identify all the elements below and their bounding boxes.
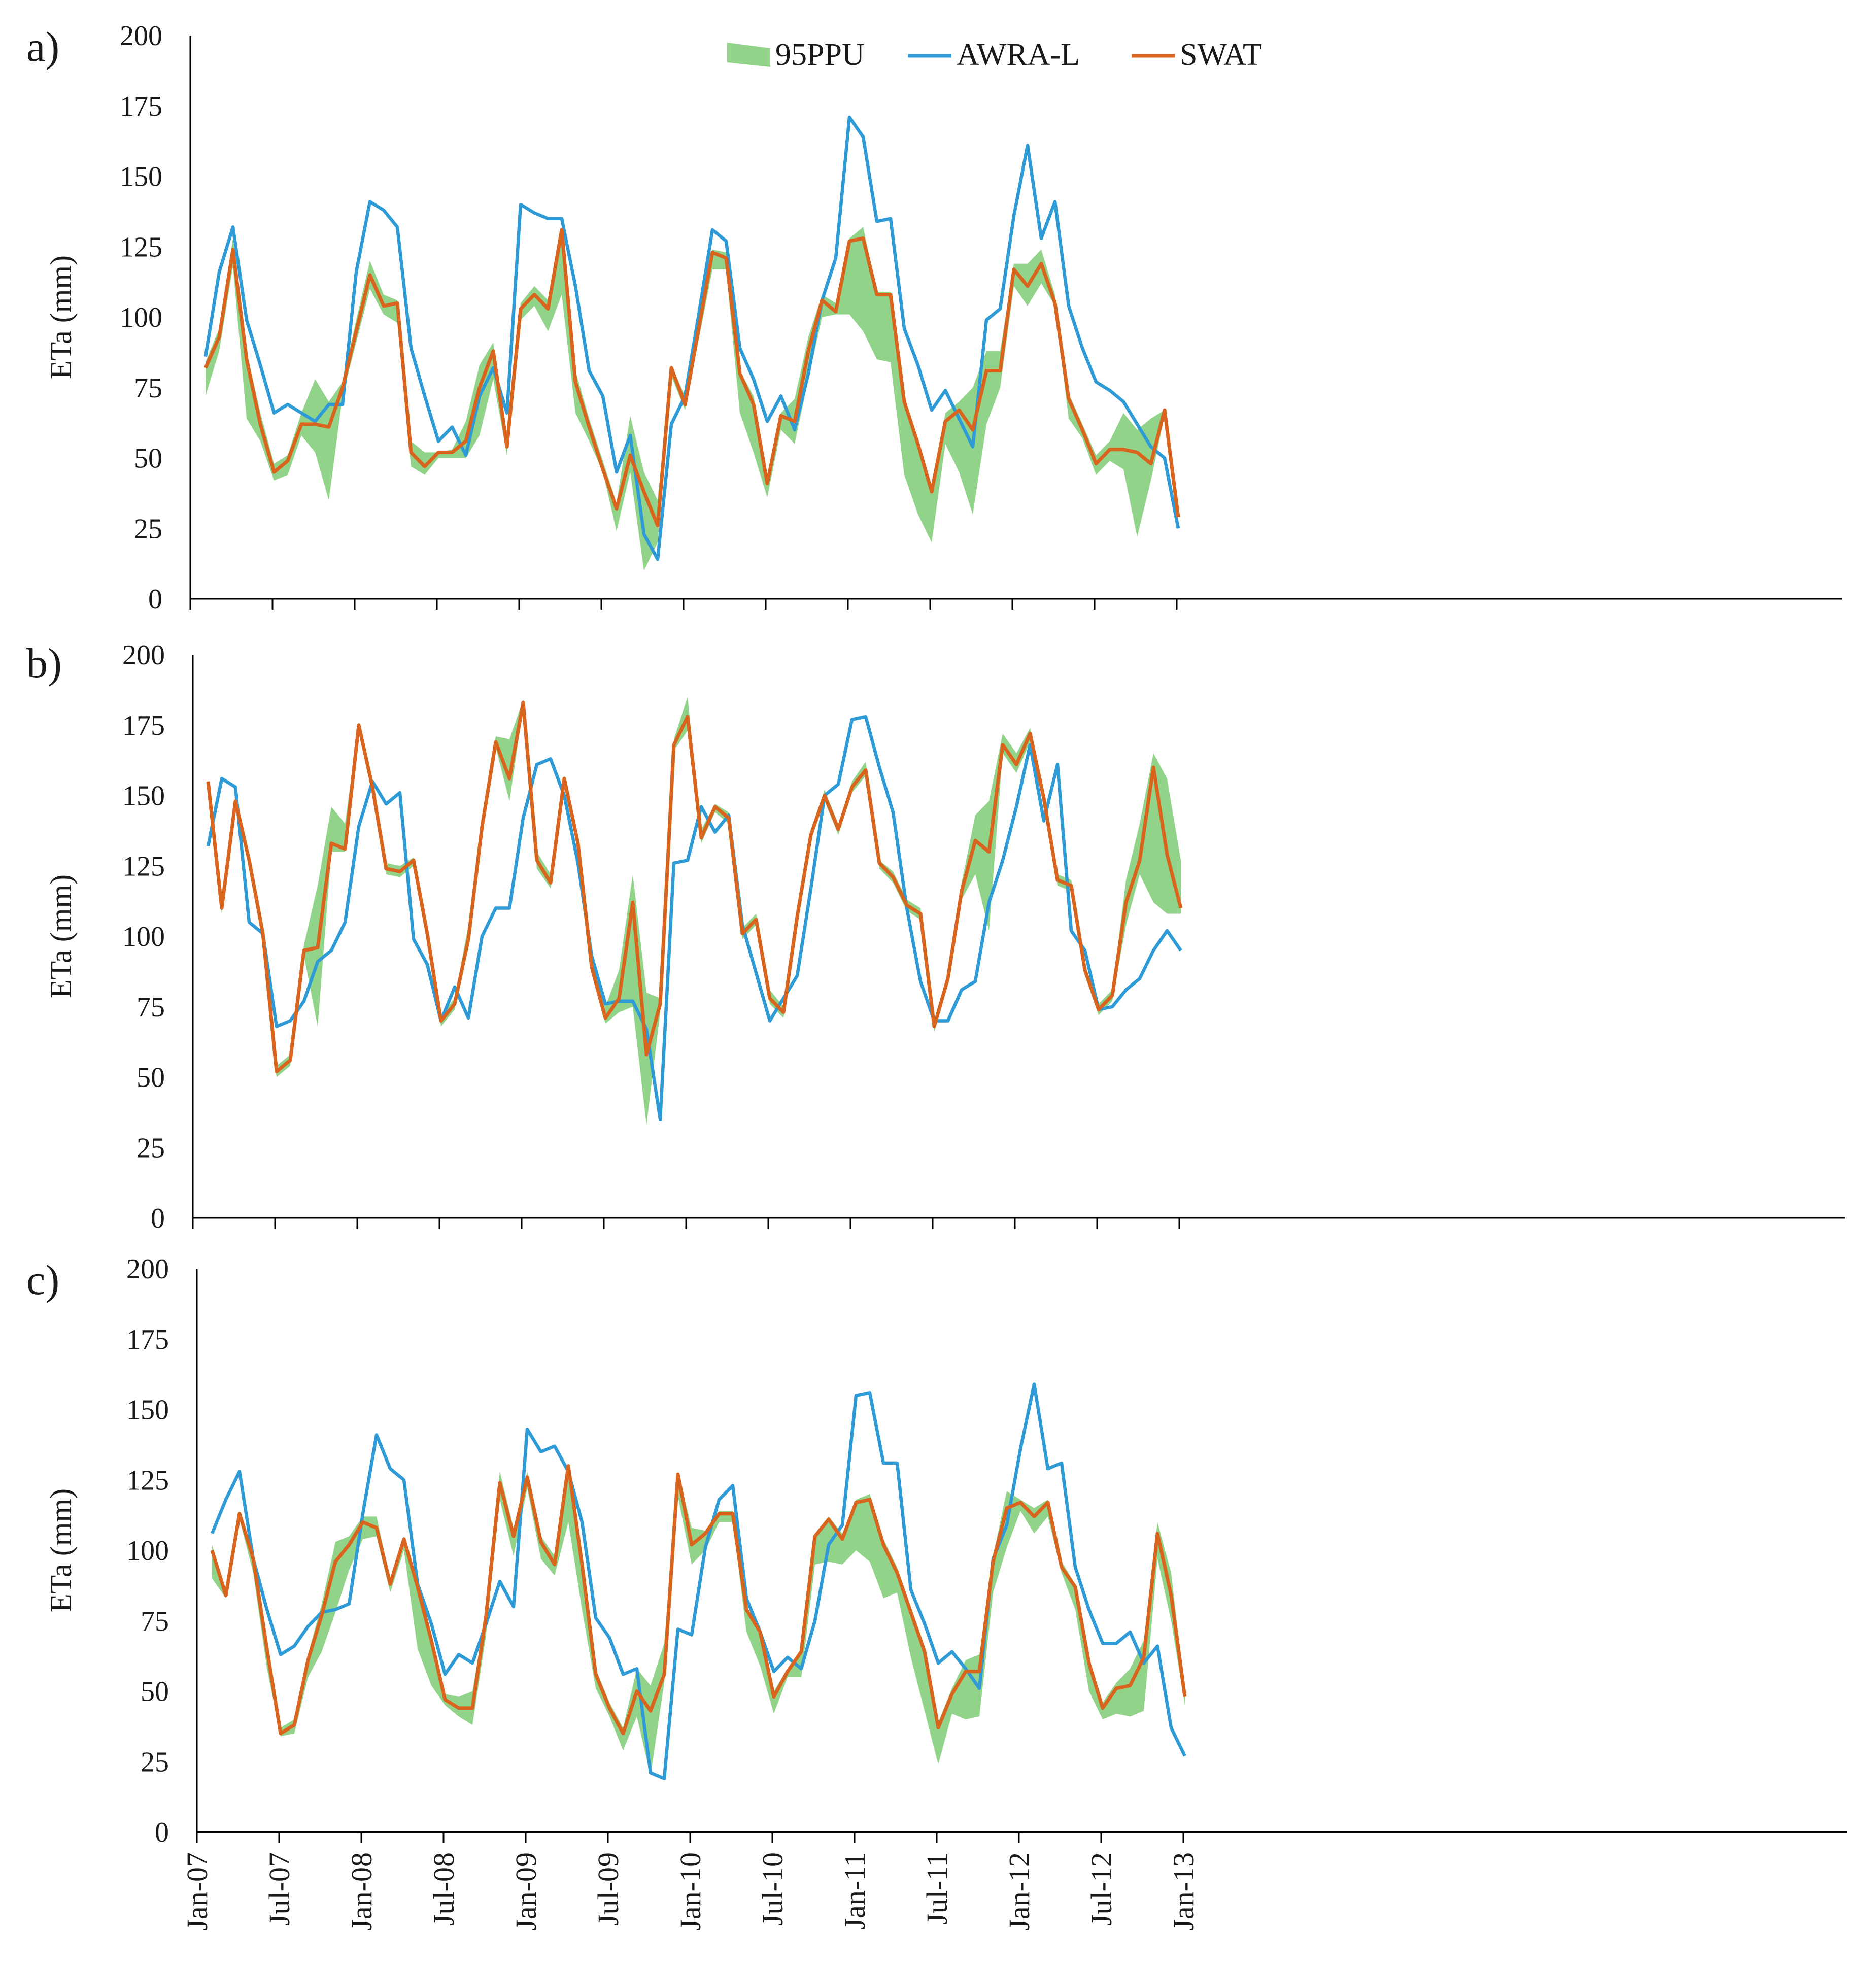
y-tick-label: 25 [134,513,162,545]
y-tick-label: 25 [137,1132,165,1164]
x-tick-label: Jan-09 [509,1852,542,1931]
legend-item-awra: AWRA-L [908,38,1080,72]
y-tick-label: 125 [126,1465,169,1496]
y-axis-label: ETa (mm) [44,1488,78,1612]
panel-label: b) [26,640,62,687]
x-tick-label: Jul-10 [756,1852,789,1926]
y-tick-label: 25 [141,1746,169,1778]
x-tick-label: Jan-10 [674,1852,707,1931]
legend-swatch-95ppu [727,43,770,67]
panel-a: 0 25 50 75 100 125 150 175 200 ETa (mm) a) [26,20,1842,615]
panel-label: c) [26,1257,59,1304]
y-tick-label: 125 [122,851,165,882]
x-tick-label: Jul-09 [592,1852,625,1926]
y-tick-label: 50 [141,1676,169,1708]
y-tick-label: 100 [120,302,162,333]
y-tick-label: 175 [120,91,162,122]
x-tick-label: Jul-12 [1085,1852,1118,1926]
y-tick-label: 150 [120,161,162,193]
y-tick-label: 150 [126,1395,169,1426]
panel-c: 0 25 50 75 100 125 150 175 200 ETa (mm) c) [26,1253,1847,1848]
x-tick-label: Jan-11 [838,1852,871,1929]
legend: 95PPU AWRA-L SWAT [727,38,1262,72]
series-awra-l [206,715,1182,1122]
x-tick-label: Jan-07 [181,1852,214,1931]
y-tick-label: 0 [155,1817,169,1848]
x-axis-tick-labels: Jan-07 Jul-07 Jan-08 Jul-08 Jan-09 Jul-09 Jan-… [181,1852,1200,1931]
y-tick-label: 0 [148,584,162,615]
x-tick-label: Jul-08 [427,1852,460,1926]
legend-item-95ppu: 95PPU [727,38,865,72]
y-tick-label: 50 [137,1062,165,1094]
y-tick-label: 0 [151,1203,165,1234]
x-tick-label: Jan-08 [345,1852,378,1931]
y-tick-label: 100 [126,1535,169,1567]
legend-item-swat: SWAT [1132,38,1262,72]
y-axis-label: ETa (mm) [44,874,78,998]
y-tick-label: 75 [137,992,165,1023]
x-tick-label: Jan-13 [1167,1852,1200,1931]
panels: 0 25 50 75 100 125 150 175 200 ETa (mm) a) 0 25 50 75 1… [26,20,1847,1848]
series-swat [210,1464,1187,1736]
series-awra-l [210,1382,1186,1780]
y-tick-label: 200 [120,20,162,52]
y-tick-label: 175 [126,1324,169,1355]
y-tick-label: 125 [120,231,162,263]
y-tick-label: 200 [126,1253,169,1285]
band-95ppu [206,227,1178,571]
x-tick-label: Jan-12 [1003,1852,1036,1931]
y-tick-label: 100 [122,921,165,953]
x-tick-label: Jul-11 [920,1852,953,1925]
series-swat [206,700,1183,1073]
y-tick-label: 50 [134,443,162,474]
y-axis-label: ETa (mm) [44,255,78,379]
y-tick-label: 75 [134,372,162,404]
panel-b: 0 25 50 75 100 125 150 175 200 ETa (mm) b) [26,639,1845,1234]
legend-label-swat: SWAT [1180,38,1262,72]
series-swat [203,228,1180,528]
legend-label-95ppu: 95PPU [775,38,865,72]
y-tick-label: 200 [122,639,165,671]
y-tick-label: 175 [122,710,165,741]
y-tick-label: 75 [141,1606,169,1637]
legend-label-awra: AWRA-L [957,38,1080,72]
x-tick-label: Jul-07 [263,1852,296,1926]
band-95ppu [212,1466,1185,1776]
series-awra-l [203,115,1180,561]
y-tick-label: 150 [122,781,165,812]
panel-label: a) [26,23,59,71]
